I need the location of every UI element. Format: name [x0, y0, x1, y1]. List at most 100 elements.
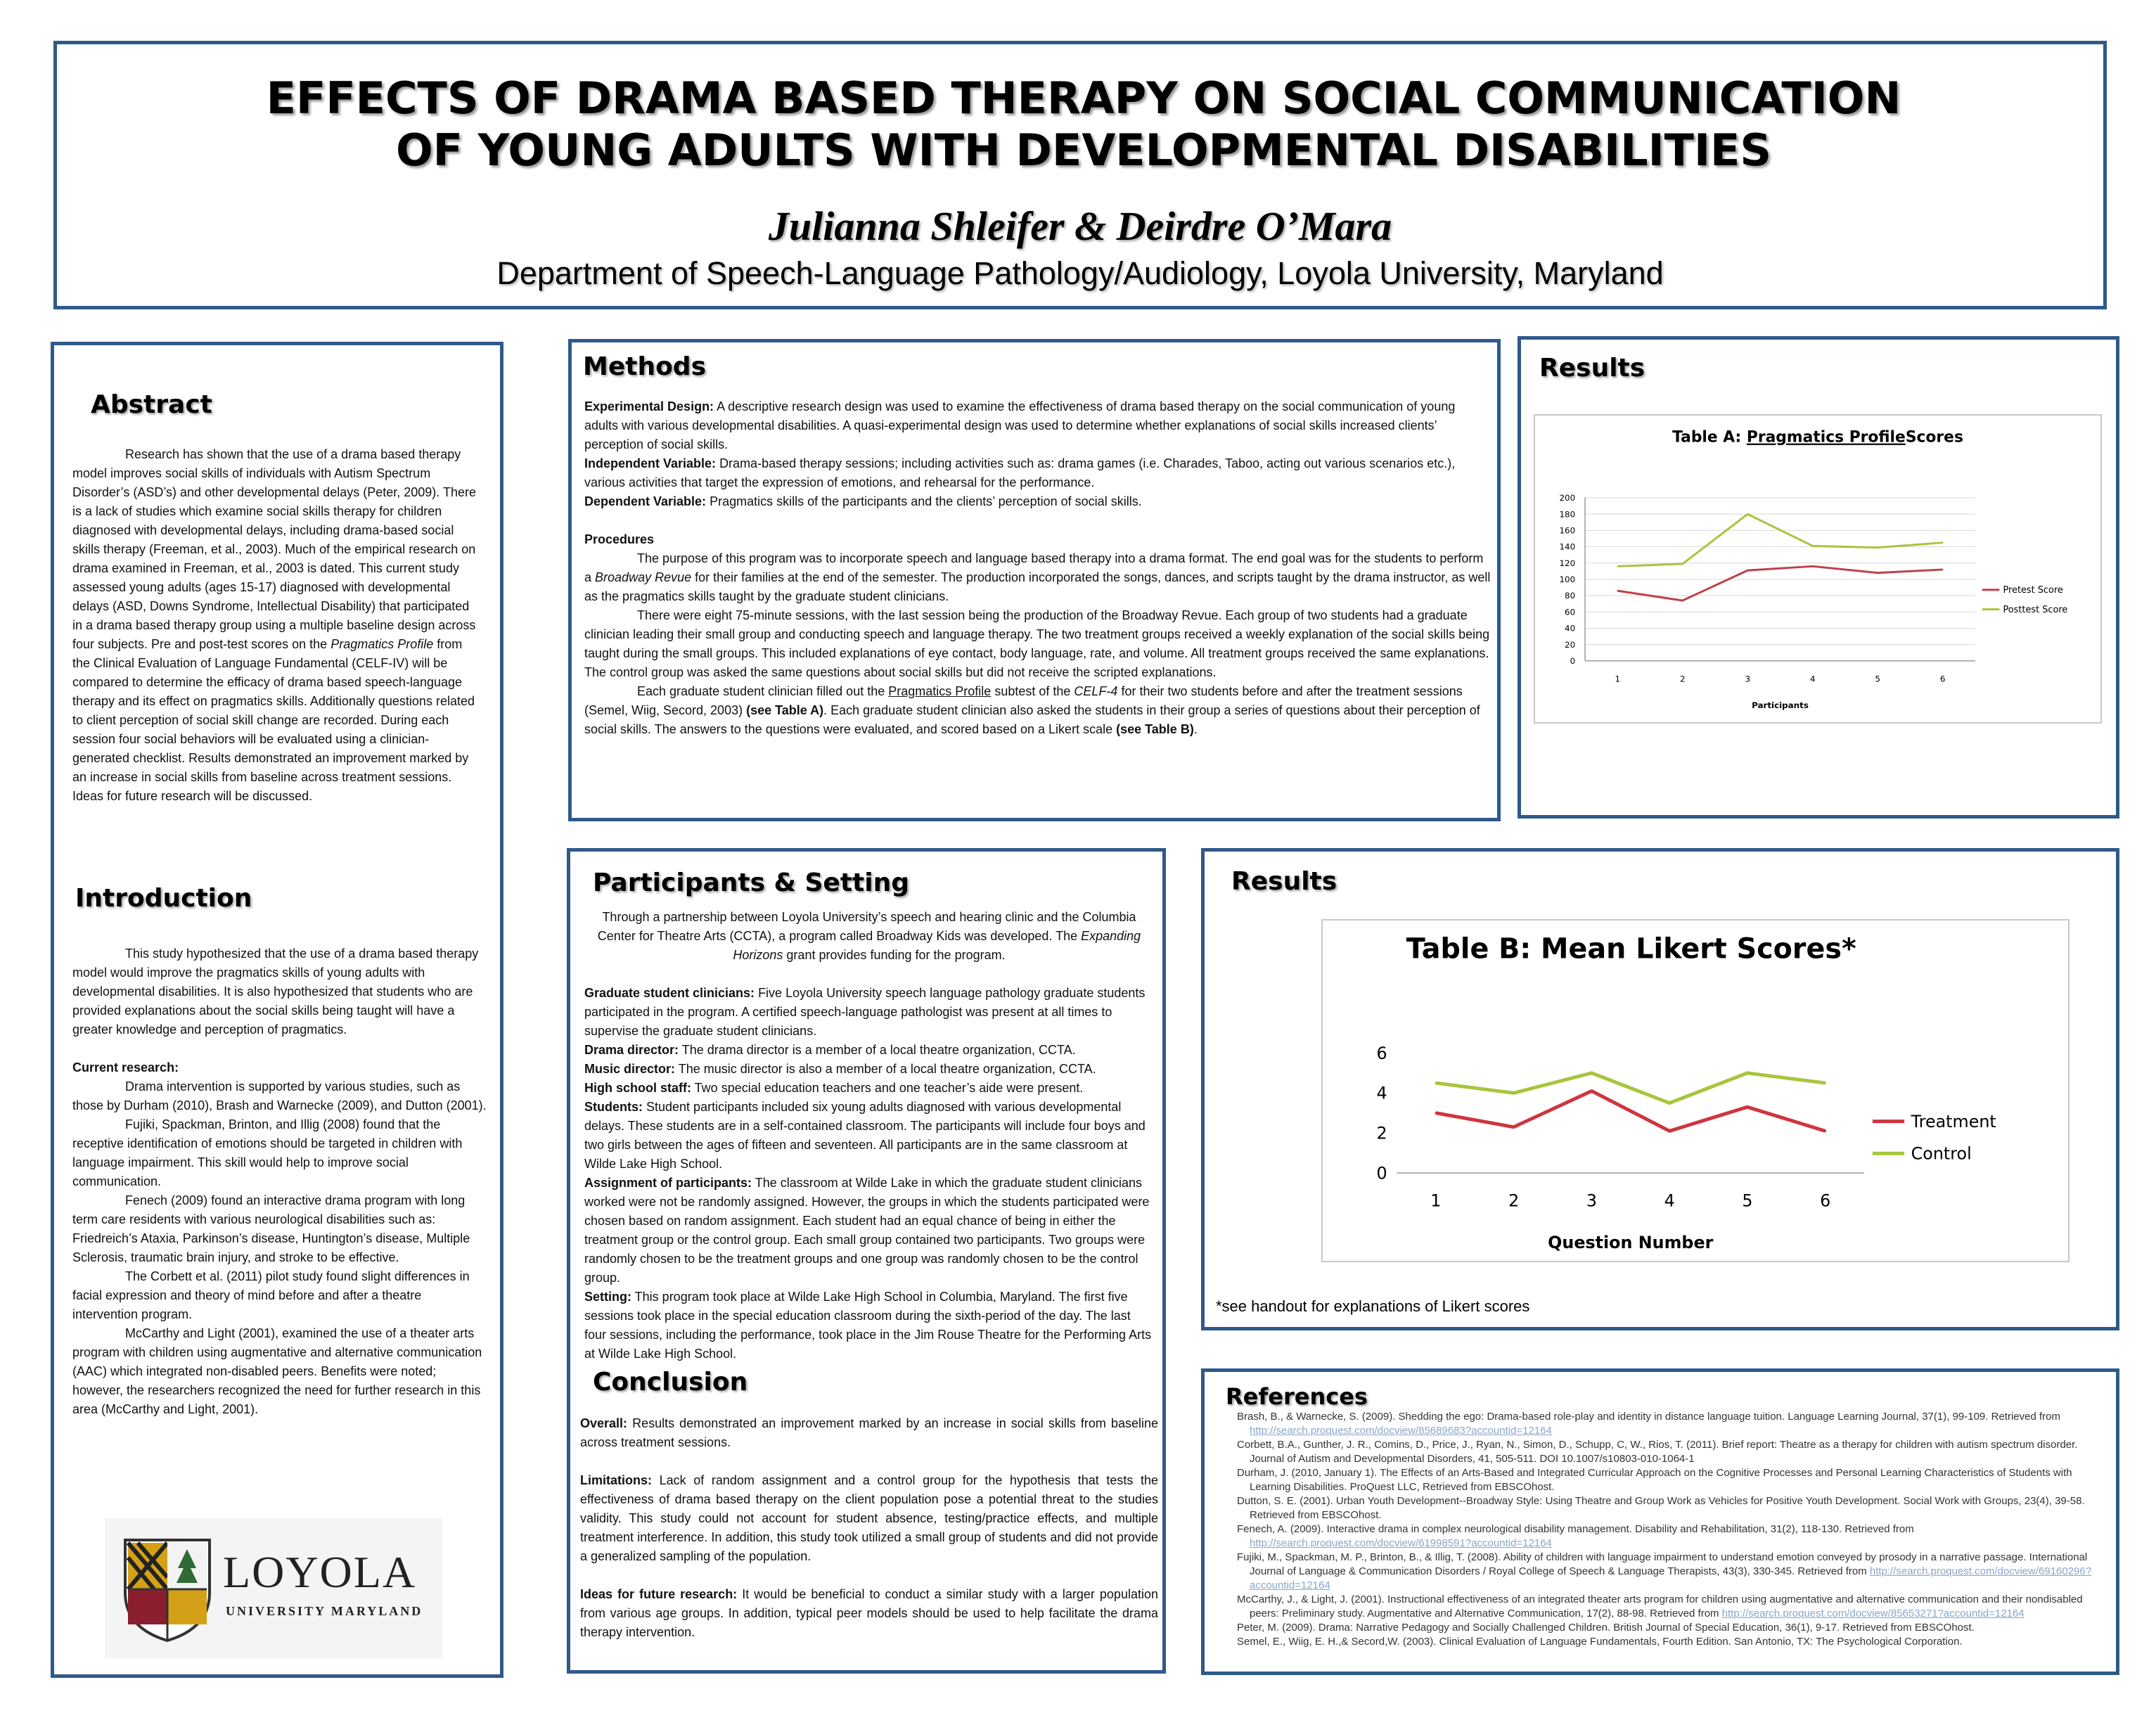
poster-title-line-2: OF YOUNG ADULTS WITH DEVELOPMENTAL DISAB…	[395, 124, 1772, 176]
proc-text: for their families at the end of the sem…	[584, 570, 1491, 603]
x-tick-label: 5	[1875, 674, 1880, 684]
reference-item: McCarthy, J., & Light, J. (2001). Instru…	[1237, 1593, 2083, 1619]
legend-label: Treatment	[1911, 1112, 1996, 1131]
introduction-heading: Introduction	[75, 884, 252, 913]
current-research-label: Current research:	[72, 1060, 179, 1075]
x-tick-label: 2	[1680, 674, 1686, 684]
reference-link[interactable]: http://search.proquest.com/docview/85689…	[1250, 1425, 1552, 1437]
reference-item: Corbett, B.A., Gunther, J. R., Comins, D…	[1237, 1439, 2078, 1465]
iv-label: Independent Variable:	[584, 456, 717, 470]
participant-item: Assignment of participants: The classroo…	[584, 1174, 1154, 1288]
reference-item: Durham, J. (2010, January 1). The Effect…	[1237, 1467, 2072, 1493]
reference-link[interactable]: http://search.proquest.com/docview/61998…	[1250, 1537, 1552, 1549]
participants-text: Through a partnership between Loyola Uni…	[584, 908, 1154, 1364]
x-tick-label: 3	[1745, 674, 1750, 684]
chart-table-a: Table A: Pragmatics ProfileScores 0 20 40 60…	[1534, 414, 2102, 724]
design-text: A descriptive research design was used t…	[584, 399, 1456, 451]
data-point	[1513, 1091, 1515, 1094]
abstract-italic: Pragmatics Profile	[331, 637, 434, 651]
data-point	[1877, 546, 1879, 549]
reference-item: Brash, B., & Warnecke, S. (2009). Sheddi…	[1237, 1411, 2060, 1437]
y-tick-label: 40	[1565, 624, 1575, 634]
participant-item-label: Students:	[584, 1100, 643, 1114]
abstract-text: Research has shown that the use of a dra…	[72, 445, 480, 806]
proc-italic: CELF-4	[1074, 684, 1118, 698]
proc-italic: Broadway Revue	[595, 570, 692, 584]
x-tick-label: 6	[1940, 674, 1946, 684]
participant-item: High school staff: Two special education…	[584, 1079, 1154, 1098]
intro-paragraph: Drama intervention is supported by vario…	[72, 1079, 487, 1112]
poster-title-line-1: EFFECTS OF DRAMA BASED THERAPY ON SOCIAL…	[266, 72, 1901, 124]
y-tick-label: 200	[1559, 493, 1575, 503]
reference-item: Peter, M. (2009). Drama: Narrative Pedag…	[1237, 1622, 1975, 1634]
proc-text: The purpose of this program was to incor…	[584, 551, 1484, 584]
participants-heading: Participants & Setting	[593, 868, 909, 897]
participants-intro: grant provides funding for the program.	[786, 948, 1006, 962]
references-panel: References Brash, B., & Warnecke, S. (20…	[1201, 1368, 2119, 1675]
participant-item: Setting: This program took place at Wild…	[584, 1288, 1154, 1364]
legend-label: Control	[1911, 1144, 1972, 1164]
data-point	[1824, 1129, 1827, 1132]
limitations-label: Limitations:	[580, 1473, 652, 1487]
loyola-logo: LOYOLA UNIVERSITY MARYLAND	[105, 1518, 442, 1659]
reference-link[interactable]: http://search.proquest.com/docview/85653…	[1721, 1608, 2025, 1619]
references-list: Brash, B., & Warnecke, S. (2009). Sheddi…	[1237, 1410, 2109, 1649]
methods-text: Experimental Design: A descriptive resea…	[584, 397, 1491, 739]
results-panel-bottom: Results Table B: Mean Likert Scores* 0 2 4 6…	[1201, 848, 2119, 1330]
data-point	[1668, 1129, 1671, 1132]
x-tick-label: 1	[1615, 674, 1620, 684]
data-point	[1681, 563, 1683, 565]
y-tick-label: 4	[1376, 1084, 1387, 1103]
participant-item: Music director: The music director is al…	[584, 1060, 1154, 1079]
participant-item: Graduate student clinicians: Five Loyola…	[584, 984, 1154, 1041]
data-point	[1435, 1082, 1437, 1084]
y-tick-label: 6	[1376, 1044, 1387, 1063]
reference-item: Semel, E., Wiig, E. H.,& Secord,W. (2003…	[1237, 1636, 1963, 1648]
data-point	[1942, 569, 1944, 570]
iv-text: Drama-based therapy sessions; including …	[584, 456, 1456, 489]
chart-title: Table A: Pragmatics ProfileScores	[1672, 429, 1963, 447]
series-line-treatment	[1435, 1089, 1826, 1133]
overall-text: Results demonstrated an improvement mark…	[580, 1416, 1158, 1449]
results-panel-top: Results Table A: Pragmatics ProfileScore…	[1517, 336, 2119, 819]
results-heading: Results	[1539, 354, 1645, 383]
proc-text: . Each graduate student clinician also a…	[584, 703, 1480, 736]
y-tick-label: 100	[1559, 575, 1575, 584]
data-point	[1681, 600, 1683, 601]
participant-item-text: The classroom at Wilde Lake in which the…	[584, 1176, 1150, 1285]
x-tick-label: 6	[1820, 1191, 1830, 1211]
reference-link[interactable]: http://search.proquest.com/docview/69160…	[1250, 1565, 2092, 1591]
procedures-label: Procedures	[584, 532, 655, 546]
participant-item-label: Assignment of participants:	[584, 1176, 752, 1190]
logo-wordmark: LOYOLA	[223, 1547, 417, 1597]
participant-items: Graduate student clinicians: Five Loyola…	[584, 984, 1154, 1364]
intro-paragraph: Fenech (2009) found an interactive drama…	[72, 1193, 470, 1264]
proc-paragraph: There were eight 75-minute sessions, wit…	[584, 608, 1490, 679]
x-tick-label: 3	[1586, 1191, 1597, 1211]
data-point	[1747, 570, 1749, 572]
conclusion-heading: Conclusion	[593, 1368, 748, 1397]
data-point	[1590, 1089, 1593, 1092]
poster-header: EFFECTS OF DRAMA BASED THERAPY ON SOCIAL…	[53, 41, 2107, 309]
proc-text: subtest of the	[994, 684, 1071, 698]
reference-item: Fujiki, M., Spackman, M. P., Brinton, B.…	[1237, 1551, 2092, 1591]
x-axis-label: Participants	[1752, 700, 1809, 710]
data-point	[1824, 1082, 1827, 1084]
intro-paragraph: This study hypothesized that the use of …	[72, 947, 479, 1037]
y-tick-label: 20	[1565, 640, 1575, 650]
chart-table-b: Table B: Mean Likert Scores* 0 2 4 6 1 2 3 4 5 6 Qu…	[1321, 919, 2070, 1262]
participant-item-text: Two special education teachers and one t…	[691, 1081, 1084, 1095]
y-tick-label: 80	[1565, 591, 1575, 601]
future-label: Ideas for future research:	[580, 1587, 738, 1601]
dv-text: Pragmatics skills of the participants an…	[710, 494, 1142, 508]
left-column-panel: Abstract Research has shown that the use…	[51, 342, 503, 1678]
proc-text: for their two students before and after …	[584, 684, 1463, 717]
chart-title-prefix: Table A:	[1672, 429, 1747, 447]
x-tick-label: 4	[1664, 1191, 1675, 1211]
data-point	[1617, 565, 1619, 567]
references-heading: References	[1226, 1383, 1368, 1410]
future-text: It would be beneficial to conduct a simi…	[580, 1587, 1158, 1639]
data-point	[1746, 1105, 1749, 1108]
participant-item-label: High school staff:	[584, 1081, 691, 1095]
y-tick-label: 140	[1559, 542, 1575, 552]
